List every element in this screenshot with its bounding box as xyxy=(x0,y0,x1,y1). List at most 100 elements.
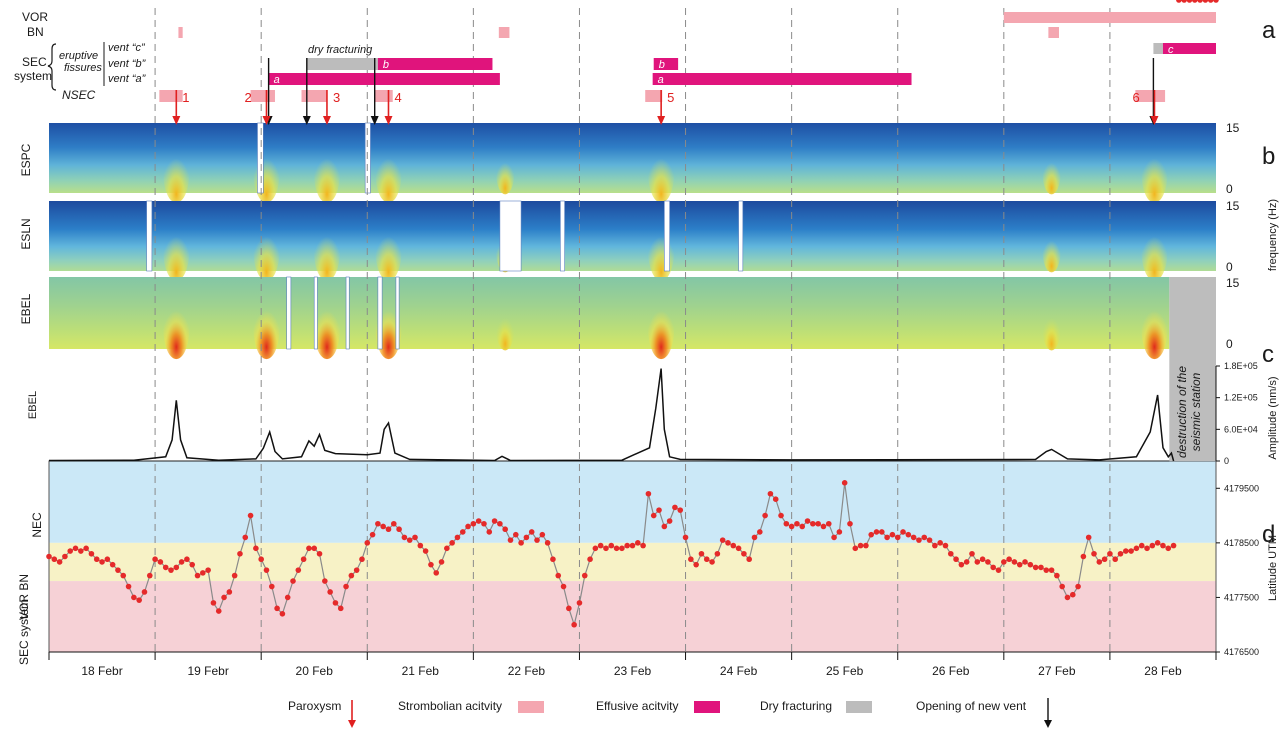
latitude-point xyxy=(189,561,196,568)
latitude-point xyxy=(1101,556,1108,563)
spectrogram-espc xyxy=(49,123,1216,193)
latitude-point xyxy=(1191,0,1198,3)
paroxysm-arrow-head xyxy=(384,116,393,125)
latitude-point xyxy=(836,529,843,535)
row-label-sec: SEC xyxy=(22,55,47,69)
latitude-point xyxy=(311,545,318,552)
spectro-burst-esln xyxy=(253,222,280,281)
latitude-point xyxy=(83,545,89,552)
latitude-point xyxy=(210,600,217,606)
latitude-point xyxy=(109,561,116,568)
latitude-point xyxy=(693,561,699,568)
latitude-point xyxy=(300,556,307,563)
spectro-burst-ebel xyxy=(1141,298,1168,360)
paroxysm-arrow-head xyxy=(262,116,271,125)
latitude-point xyxy=(1138,542,1145,549)
destruction-label-line2: seismic station xyxy=(1189,372,1203,451)
latitude-point xyxy=(592,545,599,552)
latitude-point xyxy=(433,570,440,576)
latitude-point xyxy=(412,534,418,541)
panel-letter-b: b xyxy=(1262,143,1275,170)
row-label-vor: VOR xyxy=(22,10,48,24)
bar-strombolian-nsec xyxy=(159,90,183,102)
row-label-vent-a: vent “a” xyxy=(108,73,147,85)
spectro-burst-ebel xyxy=(496,307,515,351)
x-tick-label: 28 Feb xyxy=(1144,664,1182,678)
latitude-point xyxy=(417,542,424,549)
latitude-point xyxy=(205,567,211,573)
bar-strombolian-nsec xyxy=(645,90,663,102)
x-tick-label: 18 Febr xyxy=(81,664,122,678)
amp-tick-label: 1.2E+05 xyxy=(1224,393,1258,403)
zone-band-1 xyxy=(49,542,1216,582)
latitude-point xyxy=(93,556,100,563)
latitude-point xyxy=(661,523,668,530)
latitude-point xyxy=(491,518,498,524)
row-label-system: system xyxy=(14,69,52,83)
latitude-point xyxy=(1001,559,1007,565)
panel-letters: a b c d xyxy=(1262,17,1276,548)
latitude-point xyxy=(852,545,859,552)
latitude-point xyxy=(581,572,588,579)
latitude-point xyxy=(1154,540,1161,546)
latitude-point xyxy=(995,567,1002,573)
bar-strombolian-bn xyxy=(498,27,510,38)
latitude-point xyxy=(242,534,249,541)
latitude-point xyxy=(72,545,79,552)
legend-strombolian-swatch xyxy=(518,701,544,713)
row-label-bn: BN xyxy=(27,25,44,39)
bar-effusive-vent_b xyxy=(653,58,679,70)
latitude-point xyxy=(963,559,970,565)
legend-effusive-swatch xyxy=(694,701,720,713)
latitude-point xyxy=(1096,559,1103,565)
frequency-ticks: 15 0 15 0 15 0 frequency (Hz) Amplitude … xyxy=(1226,121,1279,601)
latitude-point xyxy=(1117,550,1124,557)
paroxysm-arrow-head xyxy=(1150,116,1159,125)
latitude-point xyxy=(337,605,344,612)
x-tick-label: 26 Feb xyxy=(932,664,970,678)
latitude-point xyxy=(905,531,912,538)
row-label-vent-b: vent “b” xyxy=(108,58,147,70)
new-vent-arrow-head xyxy=(302,116,311,125)
paroxysm-arrow-head xyxy=(657,116,666,125)
latitude-point xyxy=(762,512,768,519)
latitude-point xyxy=(985,559,991,565)
latitude-point xyxy=(465,523,471,530)
x-tick-label: 20 Feb xyxy=(296,664,334,678)
latitude-point xyxy=(587,556,593,563)
latitude-point xyxy=(125,583,132,590)
latitude-point xyxy=(1181,0,1187,3)
bar-effusive-vent_c xyxy=(1162,43,1216,54)
spectro-burst-esln xyxy=(648,222,675,281)
latitude-point xyxy=(162,564,169,571)
spectro-data-gap xyxy=(286,276,292,350)
bar-strombolian-vor xyxy=(1003,12,1216,23)
latitude-point xyxy=(550,556,556,563)
latitude-point xyxy=(364,540,371,546)
latitude-point xyxy=(645,490,652,497)
latitude-point xyxy=(518,540,524,546)
spectro-burst-ebel xyxy=(253,298,280,360)
paroxysm-number: 5 xyxy=(667,90,674,105)
spectro-burst-esln xyxy=(313,222,340,281)
latitude-point xyxy=(231,572,238,579)
latitude-point xyxy=(497,520,503,527)
latitude-point xyxy=(825,520,832,527)
bar-strombolian-nsec xyxy=(374,90,393,102)
spectrograms xyxy=(49,122,1216,461)
spectro-data-gap xyxy=(313,276,318,350)
bar-label-vent_a: a xyxy=(658,74,664,86)
latitude-point xyxy=(348,572,355,579)
bar-label-vent_b: b xyxy=(383,59,389,71)
bar-label-vent_b: b xyxy=(659,59,665,71)
panel-a-labels: VOR BN SEC system eruptive fissures vent… xyxy=(14,10,373,102)
latitude-point xyxy=(290,578,296,584)
latitude-point xyxy=(926,537,933,543)
latitude-point xyxy=(539,531,546,538)
latitude-point xyxy=(390,520,397,527)
latitude-point xyxy=(1091,550,1097,557)
latitude-axis-label: Latitude UTM xyxy=(1267,535,1279,601)
spectro-data-gap xyxy=(377,276,383,350)
latitude-point xyxy=(406,537,413,543)
legend-paroxysm-arrowhead xyxy=(348,720,356,728)
